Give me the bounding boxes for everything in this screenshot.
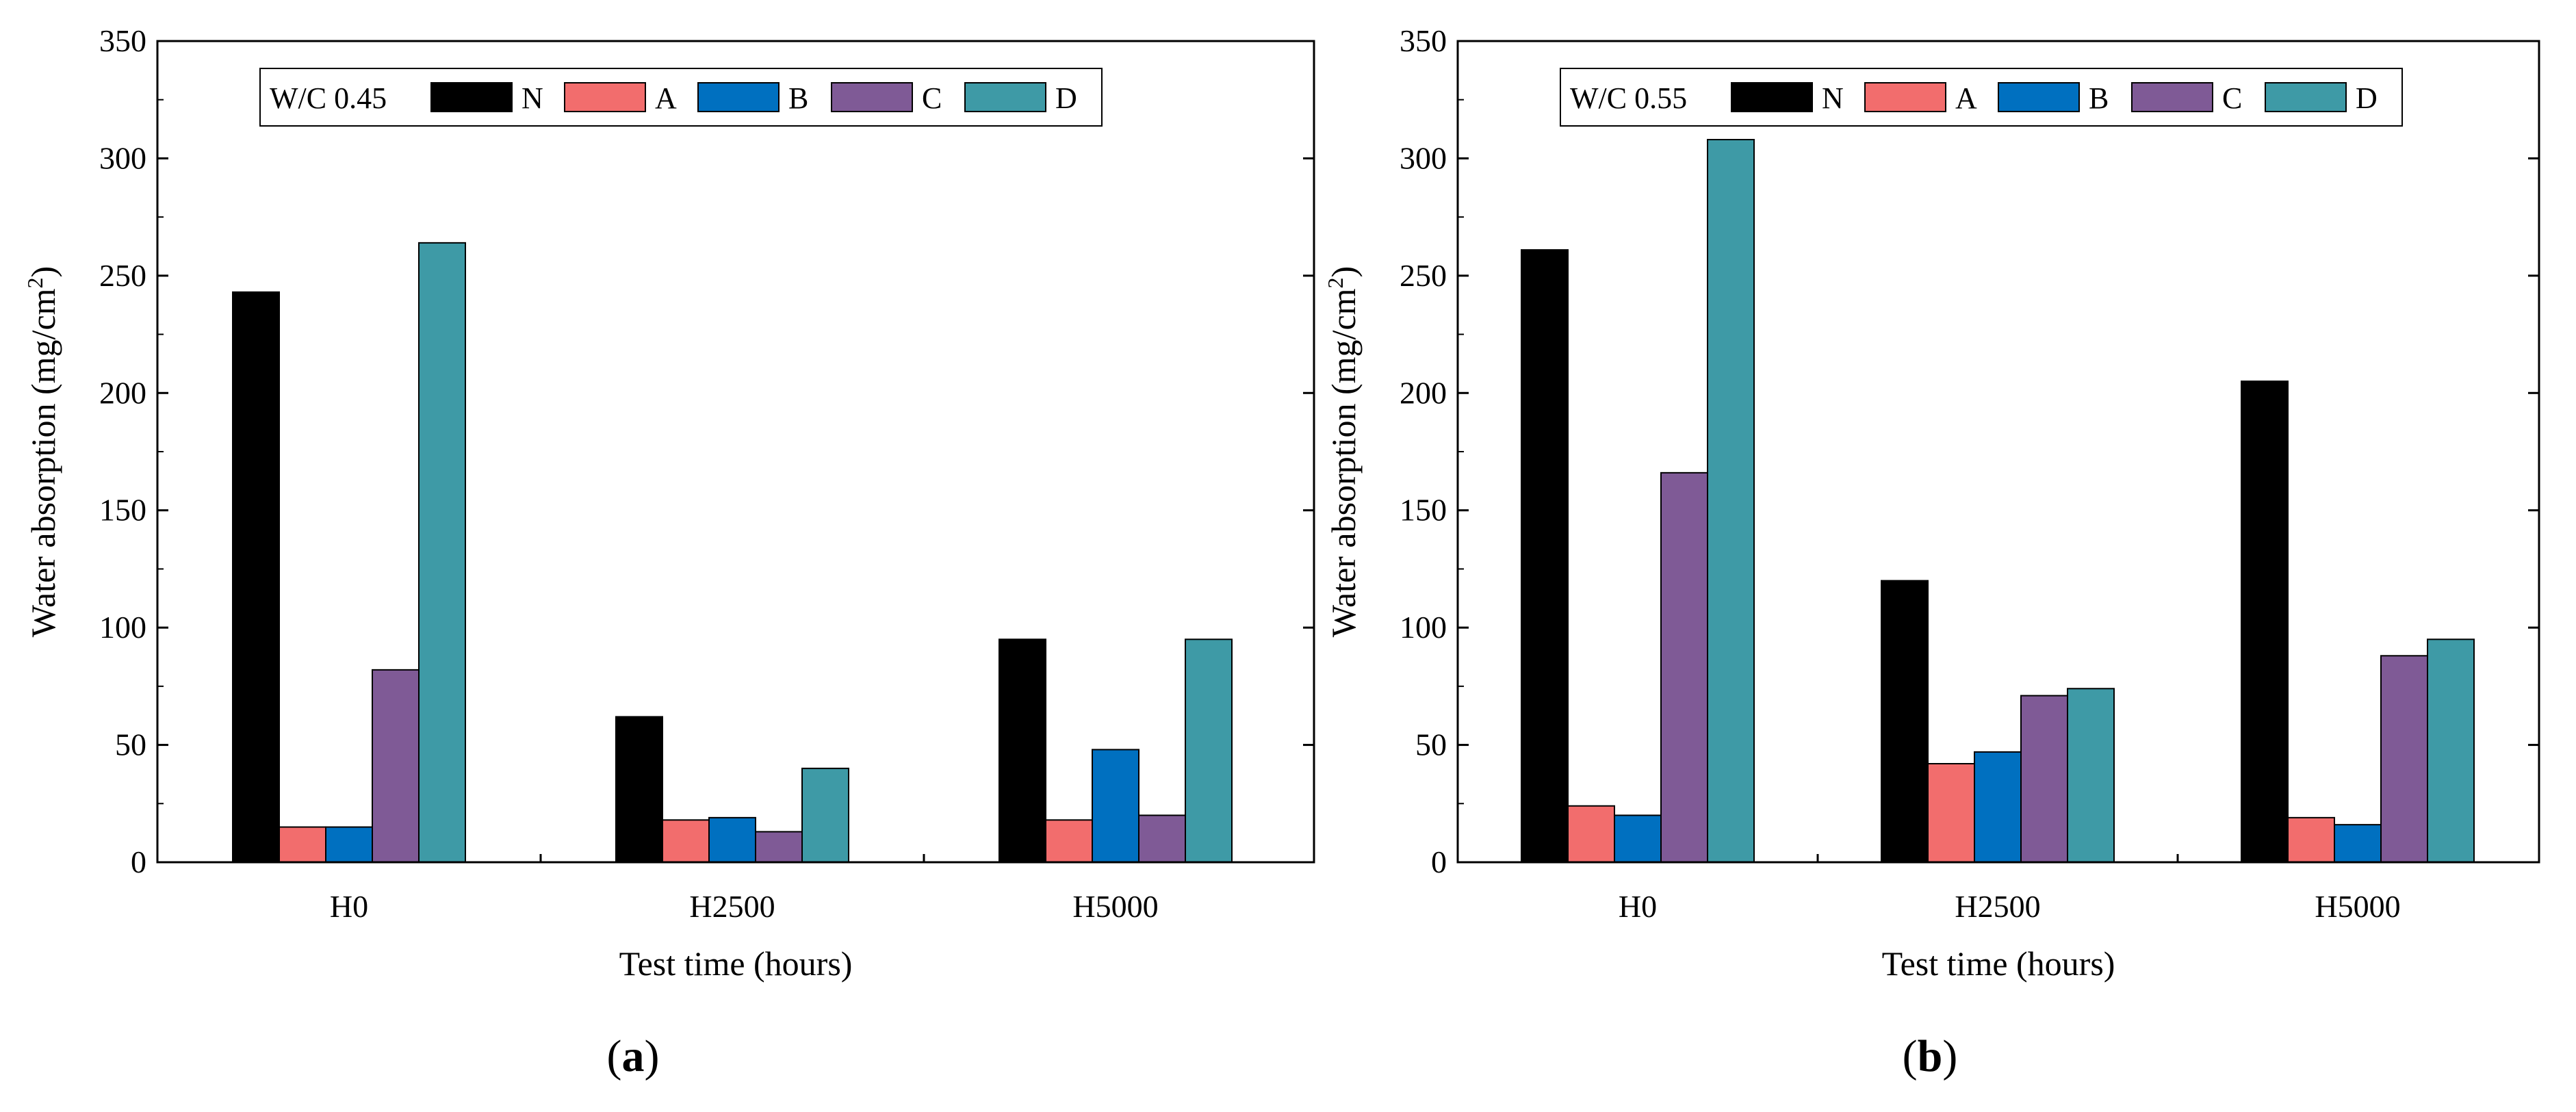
panel-b-ytick-label-350: 350 [1400,23,1447,58]
panel-b-frame [1456,40,2540,864]
panel-a-legend: W/C 0.45 N A B C D [259,68,1103,127]
panel-b-bar-b-h2500 [1974,751,2022,864]
panel-a-legend-title: W/C 0.45 [270,81,387,115]
panel-b-ytick-label-150: 150 [1400,493,1447,528]
panel-b-bar-a-h0 [1567,805,1615,863]
panel-b-legend-title: W/C 0.55 [1570,81,1687,115]
panel-a-legend-label-a: A [655,81,677,115]
panel-a-bar-d-h5000 [1185,638,1233,863]
panel-a-bar-a-h0 [279,826,326,863]
panel-b-ytick-label-200: 200 [1400,375,1447,410]
panel-b-legend-label-c: C [2222,81,2242,115]
panel-a-y-axis: 0 50 100 150 200 250 300 350 [99,23,1314,879]
panel-b-legend-swatch-b [1998,82,2080,112]
panel-b-bar-n-h0 [1521,249,1569,863]
panel-b-legend-swatch-n [1731,82,1813,112]
panel-b: 0 50 100 150 200 250 300 350 H0 H2500 H5000 W/C 0… [1323,23,2540,983]
panel-b-x-axis: H0 H2500 H5000 [1619,854,2401,924]
panel-b-ytick-label-250: 250 [1400,258,1447,293]
panel-a-ytick-label-250: 250 [99,258,146,293]
panel-b-bar-d-h5000 [2427,638,2475,863]
panel-a-legend-label-d: D [1055,81,1077,115]
panel-b-bar-b-h0 [1614,814,1662,864]
panel-a-ytick-label-350: 350 [99,23,146,58]
panel-a-legend-swatch-d [964,82,1046,112]
panel-a-ytick-label-150: 150 [99,493,146,528]
panel-a-legend-label-n: N [521,81,543,115]
panel-b-ytick-label-50: 50 [1415,727,1447,762]
panel-b-bar-b-h5000 [2334,824,2382,863]
panel-b-legend-label-b: B [2089,81,2109,115]
panel-b-ytick-label-300: 300 [1400,140,1447,175]
panel-a-xtick-label-h2500: H2500 [689,889,775,924]
panel-b-legend: W/C 0.55 N A B C D [1560,68,2403,127]
panel-a-bar-c-h2500 [755,831,803,864]
panel-a-legend-swatch-b [697,82,780,112]
panel-b-legend-swatch-d [2265,82,2347,112]
panel-b-bar-c-h5000 [2380,655,2428,863]
panel-a-bar-d-h2500 [801,767,849,864]
panel-b-bar-c-h2500 [2020,695,2068,863]
panel-a-ytick-label-200: 200 [99,375,146,410]
panel-b-xtick-label-h0: H0 [1619,889,1657,924]
panel-a-frame [156,40,1315,864]
panel-b-y-axis: 0 50 100 150 200 250 300 350 [1400,23,2539,879]
panel-a-ytick-label-0: 0 [131,844,146,879]
panel-a-ytick-label-50: 50 [115,727,146,762]
panel-a-bar-n-h5000 [999,638,1046,863]
panel-b-legend-swatch-a [1864,82,1946,112]
panel-a-caption: (a) [607,1031,660,1081]
panel-a-bar-n-h0 [232,291,280,864]
panel-a-xtick-label-h0: H0 [330,889,368,924]
panel-b-ytick-label-0: 0 [1431,844,1447,879]
panel-b-bar-a-h2500 [1927,763,1975,863]
panel-b-legend-label-n: N [1822,81,1844,115]
panel-a-x-axis: H0 H2500 H5000 [330,854,1159,924]
panel-b-x-axis-label: Test time (hours) [1882,944,2115,983]
panel-b-legend-swatch-c [2131,82,2213,112]
panel-b-legend-box [1560,68,2403,127]
panel-b-ytick-label-100: 100 [1400,610,1447,645]
panel-b-xtick-label-h5000: H5000 [2315,889,2400,924]
panel-a-ytick-label-100: 100 [99,610,146,645]
panel-b-bar-c-h0 [1660,471,1708,863]
panel-b-bar-n-h5000 [2241,380,2289,863]
panel-a-bar-d-h0 [418,242,466,864]
panel-a-legend-swatch-n [430,82,513,112]
panel-a-xtick-label-h5000: H5000 [1072,889,1158,924]
panel-a-bars [232,242,1233,864]
panel-b-y-axis-label: Water absorption (mg/cm2) [1323,266,1363,637]
panel-b-legend-label-d: D [2356,81,2378,115]
panel-b-bars [1521,139,2475,864]
panel-a-y-axis-label: Water absorption (mg/cm2) [23,266,62,637]
panel-b-caption: (b) [1903,1031,1958,1081]
panel-a-bar-n-h2500 [615,716,663,864]
panel-b-xtick-label-h2500: H2500 [1955,889,2040,924]
panel-a-bar-a-h2500 [662,819,710,864]
panel-a-bar-c-h5000 [1138,814,1186,864]
panel-a-bar-b-h2500 [708,816,756,864]
panel-a-ytick-label-300: 300 [99,140,146,175]
panel-a-legend-swatch-a [564,82,646,112]
panel-b-bar-n-h2500 [1881,580,1929,863]
panel-a: 0 50 100 150 200 250 300 350 H0 H2500 H5000 W/C 0… [23,23,1315,983]
panel-a-legend-label-b: B [788,81,808,115]
panel-b-bar-d-h0 [1707,139,1755,863]
panel-a-legend-swatch-c [831,82,913,112]
panel-b-bar-a-h5000 [2287,816,2335,864]
panel-a-legend-box [259,68,1103,127]
panel-a-legend-label-c: C [922,81,942,115]
panel-b-legend-label-a: A [1955,81,1977,115]
panel-b-bar-d-h2500 [2067,688,2115,863]
panel-a-bar-c-h0 [372,669,420,863]
panel-a-bar-b-h0 [325,826,373,863]
panel-a-x-axis-label: Test time (hours) [619,944,853,983]
panel-a-bar-a-h5000 [1045,819,1093,864]
panel-a-bar-b-h5000 [1092,749,1139,864]
